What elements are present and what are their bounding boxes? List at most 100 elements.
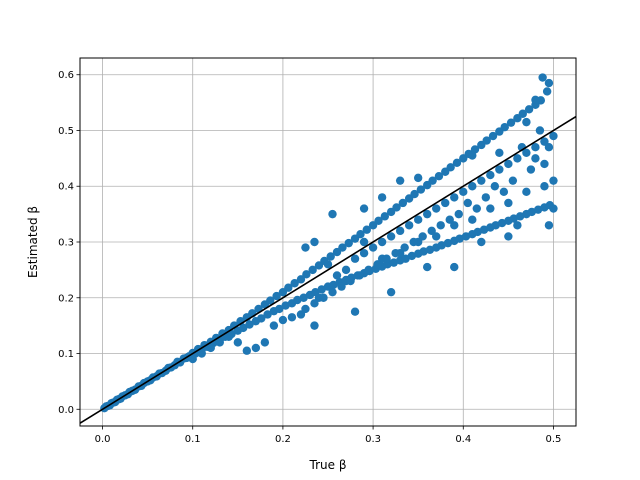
data-point (538, 73, 547, 82)
data-point (425, 245, 435, 255)
data-point (326, 252, 335, 261)
data-point (290, 279, 299, 288)
data-point (504, 159, 513, 169)
data-point (319, 293, 328, 302)
x-tick-label: 0.3 (365, 434, 381, 445)
data-point (432, 204, 441, 213)
data-point (488, 131, 498, 141)
data-point (490, 182, 500, 191)
data-point (356, 229, 365, 239)
data-point (272, 291, 281, 301)
plot-area (100, 73, 558, 413)
data-point (473, 227, 482, 237)
data-point (418, 232, 427, 241)
data-point (427, 226, 436, 236)
data-point (491, 221, 500, 230)
data-point (251, 343, 261, 353)
data-point (533, 205, 543, 214)
data-point (432, 232, 441, 241)
data-point (419, 247, 428, 256)
grid (80, 58, 576, 426)
y-tick-label: 0.1 (58, 349, 74, 360)
data-point (260, 338, 270, 347)
data-point (513, 221, 522, 230)
y-tick-label: 0.4 (58, 182, 74, 193)
data-point (410, 189, 419, 199)
data-point (495, 165, 504, 174)
data-point (391, 248, 400, 258)
data-point (463, 198, 472, 208)
data-point (481, 193, 491, 202)
data-point (269, 321, 279, 330)
data-point (332, 271, 342, 280)
data-point (506, 118, 516, 127)
data-point (377, 193, 387, 202)
data-point (500, 122, 509, 132)
data-point (329, 280, 338, 290)
y-axis-label: Estimated β (26, 206, 40, 278)
data-point (386, 232, 396, 241)
data-point (395, 226, 405, 236)
data-point (197, 349, 206, 358)
data-point (508, 176, 518, 185)
data-point (515, 212, 525, 221)
data-point (310, 237, 319, 247)
data-point (549, 176, 558, 185)
data-point (531, 154, 540, 163)
data-point (395, 176, 405, 185)
data-point (341, 265, 351, 275)
data-point (531, 143, 540, 152)
data-point (350, 254, 360, 263)
data-point (524, 105, 534, 114)
data-point (293, 295, 302, 305)
data-point (377, 237, 387, 247)
y-tick-label: 0.3 (58, 238, 74, 249)
data-point (450, 221, 459, 230)
data-point (436, 221, 445, 230)
data-point (504, 198, 513, 208)
data-point (359, 204, 369, 213)
data-point (301, 243, 310, 252)
y-tick-label: 0.5 (58, 126, 74, 137)
data-point (486, 170, 495, 180)
data-point (437, 241, 446, 250)
data-point (328, 209, 337, 219)
data-point (398, 198, 408, 208)
data-point (477, 176, 486, 185)
data-point (310, 321, 319, 330)
data-point (461, 232, 471, 241)
data-point (540, 137, 549, 146)
x-axis: 0.0 0.1 0.2 0.3 0.4 0.5 (95, 426, 561, 445)
data-point (413, 215, 423, 224)
data-point (400, 243, 409, 252)
data-point (452, 158, 462, 168)
data-point (531, 95, 540, 105)
data-point (549, 204, 558, 213)
x-tick-label: 0.2 (275, 434, 291, 445)
data-point (380, 212, 390, 221)
data-point (549, 131, 558, 141)
data-point (382, 254, 391, 263)
data-point (275, 304, 284, 314)
y-tick-label: 0.0 (58, 405, 74, 416)
data-point (544, 78, 554, 88)
data-point (404, 221, 414, 230)
data-point (434, 172, 444, 181)
data-point (281, 301, 290, 310)
data-point (544, 221, 554, 230)
data-point (482, 136, 491, 145)
data-point (346, 276, 355, 286)
data-point (224, 332, 233, 341)
data-point (278, 315, 288, 325)
data-point (364, 265, 373, 275)
data-point (454, 209, 463, 219)
data-point (302, 270, 311, 279)
data-point (544, 143, 554, 152)
data-point (443, 238, 453, 248)
data-point (542, 87, 552, 96)
data-point (266, 296, 275, 305)
data-point (423, 262, 432, 272)
data-point (239, 323, 248, 333)
x-tick-label: 0.0 (95, 434, 111, 445)
